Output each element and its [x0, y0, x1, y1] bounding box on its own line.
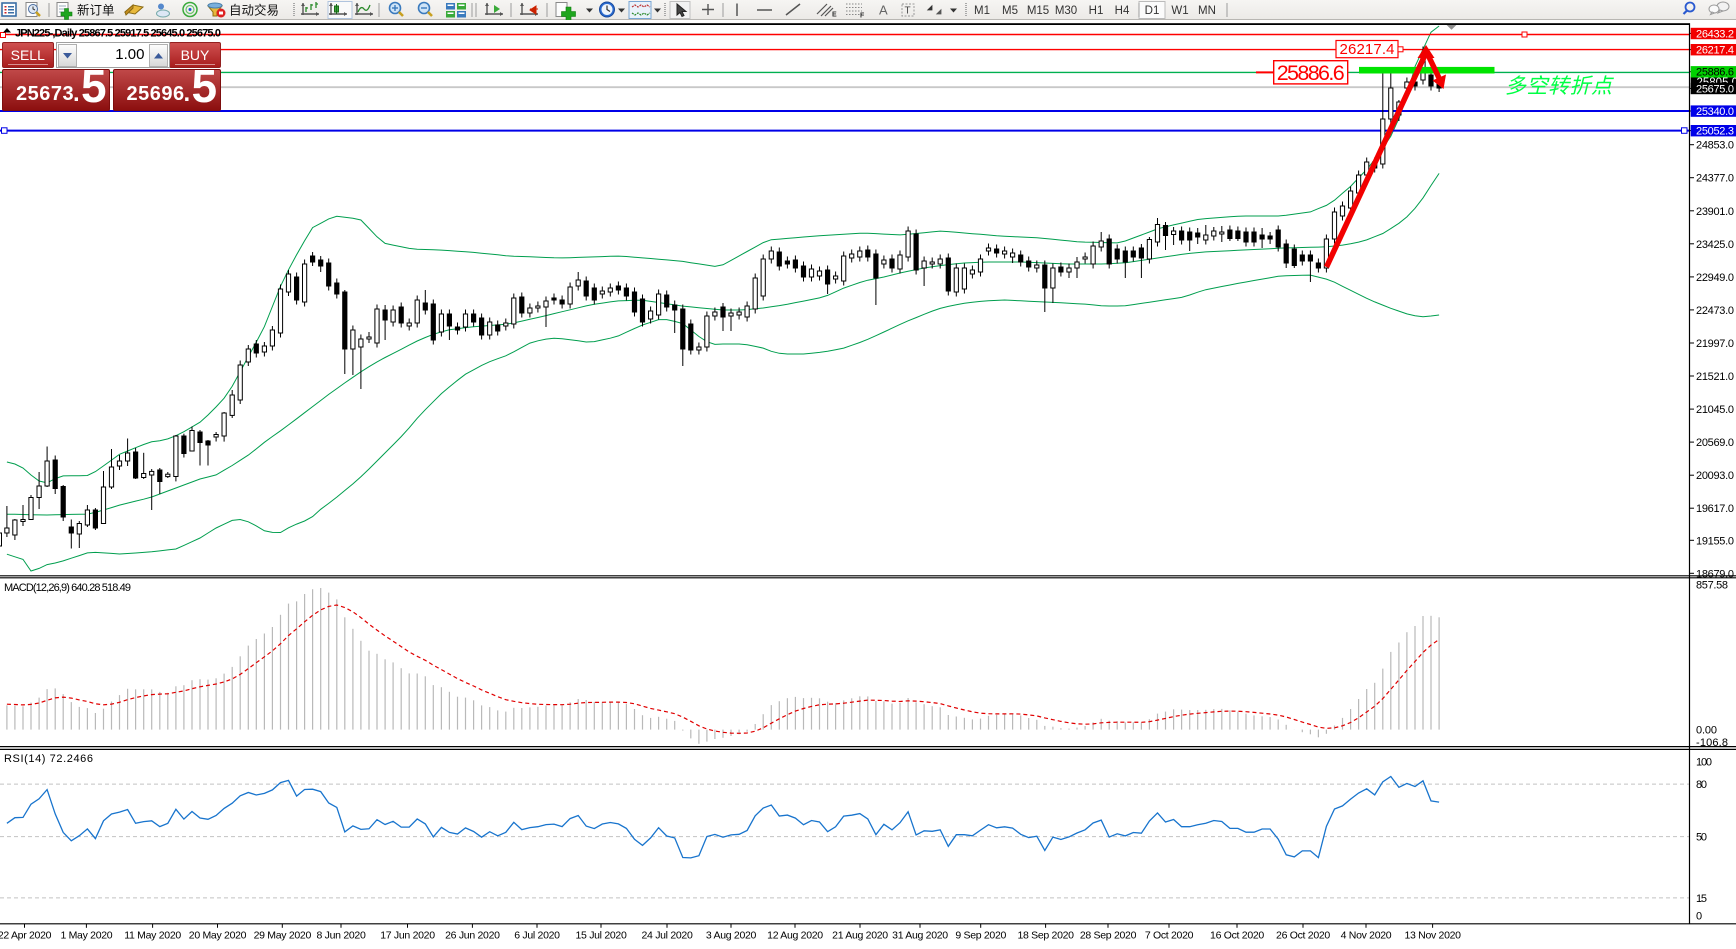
svg-text:19617.0: 19617.0 — [1696, 503, 1734, 515]
svg-text:16 Oct 2020: 16 Oct 2020 — [1210, 929, 1264, 941]
svg-text:21 Aug 2020: 21 Aug 2020 — [832, 929, 888, 941]
svg-text:15: 15 — [1696, 893, 1707, 905]
svg-text:23425.0: 23425.0 — [1696, 239, 1734, 251]
svg-text:20569.0: 20569.0 — [1696, 437, 1734, 449]
svg-text:M30: M30 — [1055, 5, 1077, 17]
svg-text:13 Nov 2020: 13 Nov 2020 — [1404, 929, 1461, 941]
svg-text:24853.0: 24853.0 — [1696, 140, 1734, 152]
svg-text:21045.0: 21045.0 — [1696, 404, 1734, 416]
svg-text:RSI(14) 72.2466: RSI(14) 72.2466 — [4, 753, 93, 765]
svg-text:28 Sep 2020: 28 Sep 2020 — [1080, 929, 1137, 941]
svg-text:M15: M15 — [1027, 5, 1049, 17]
svg-text:0.00: 0.00 — [1696, 725, 1717, 737]
svg-text:25052.3: 25052.3 — [1696, 126, 1734, 138]
svg-text:22949.0: 22949.0 — [1696, 272, 1734, 284]
svg-text:H1: H1 — [1089, 5, 1104, 17]
svg-text:-106.8: -106.8 — [1696, 737, 1728, 749]
svg-text:M5: M5 — [1002, 5, 1018, 17]
svg-text:W1: W1 — [1171, 5, 1188, 17]
svg-text:29 May 2020: 29 May 2020 — [254, 929, 312, 941]
svg-text:T: T — [905, 6, 911, 17]
svg-text:22473.0: 22473.0 — [1696, 305, 1734, 317]
svg-text:6 Jul 2020: 6 Jul 2020 — [514, 929, 560, 941]
svg-text:17 Jun 2020: 17 Jun 2020 — [380, 929, 435, 941]
svg-text:D1: D1 — [1145, 5, 1160, 17]
svg-text:11 May 2020: 11 May 2020 — [124, 929, 181, 941]
svg-text:100: 100 — [1696, 757, 1712, 769]
svg-text:23901.0: 23901.0 — [1696, 206, 1734, 218]
svg-text:4 Nov 2020: 4 Nov 2020 — [1341, 929, 1392, 941]
svg-text:0: 0 — [1696, 911, 1702, 923]
svg-text:21997.0: 21997.0 — [1696, 338, 1734, 350]
svg-text:20093.0: 20093.0 — [1696, 470, 1734, 482]
svg-text:26433.2: 26433.2 — [1696, 28, 1734, 40]
svg-text:多空转折点: 多空转折点 — [1505, 75, 1614, 98]
svg-text:21521.0: 21521.0 — [1696, 371, 1734, 383]
svg-text:19155.0: 19155.0 — [1696, 535, 1734, 547]
svg-text:20 May 2020: 20 May 2020 — [189, 929, 247, 941]
svg-text:MN: MN — [1198, 5, 1216, 17]
svg-text:18679.0: 18679.0 — [1696, 568, 1734, 580]
svg-text:9 Sep 2020: 9 Sep 2020 — [955, 929, 1006, 941]
svg-text:7 Oct 2020: 7 Oct 2020 — [1145, 929, 1194, 941]
svg-text:24377.0: 24377.0 — [1696, 173, 1734, 185]
svg-text:12 Aug 2020: 12 Aug 2020 — [767, 929, 823, 941]
svg-text:新订单: 新订单 — [77, 3, 115, 18]
svg-text:18 Sep 2020: 18 Sep 2020 — [1017, 929, 1074, 941]
svg-text:A: A — [879, 3, 888, 18]
svg-text:26217.4: 26217.4 — [1696, 45, 1734, 57]
svg-text:80: 80 — [1696, 779, 1707, 791]
svg-text:26 Oct 2020: 26 Oct 2020 — [1276, 929, 1330, 941]
svg-text:25886.6: 25886.6 — [1277, 61, 1345, 85]
svg-text:MACD(12,26,9) 640.28 518.49: MACD(12,26,9) 640.28 518.49 — [4, 582, 131, 594]
svg-text:8 Jun 2020: 8 Jun 2020 — [317, 929, 366, 941]
svg-text:25886.6: 25886.6 — [1696, 67, 1734, 79]
svg-text:15 Jul 2020: 15 Jul 2020 — [576, 929, 627, 941]
svg-text:50: 50 — [1696, 832, 1707, 844]
svg-text:26217.4: 26217.4 — [1340, 41, 1395, 58]
svg-text:24 Jul 2020: 24 Jul 2020 — [642, 929, 693, 941]
svg-text:857.58: 857.58 — [1696, 580, 1728, 592]
svg-text:31 Aug 2020: 31 Aug 2020 — [892, 929, 948, 941]
svg-text:26 Jun 2020: 26 Jun 2020 — [445, 929, 500, 941]
svg-text:M1: M1 — [974, 5, 990, 17]
svg-text:H4: H4 — [1115, 5, 1130, 17]
svg-text:25340.0: 25340.0 — [1696, 106, 1734, 118]
svg-text:25675.0: 25675.0 — [1696, 83, 1734, 95]
svg-text:自动交易: 自动交易 — [229, 3, 279, 18]
svg-text:E: E — [832, 12, 837, 19]
svg-text:F: F — [860, 13, 865, 20]
svg-text:1 May 2020: 1 May 2020 — [60, 929, 112, 941]
svg-text:JPN225-,Daily 25867.5 25917.5: JPN225-,Daily 25867.5 25917.5 25645.0 25… — [15, 28, 221, 40]
svg-text:3 Aug 2020: 3 Aug 2020 — [706, 929, 757, 941]
svg-text:22 Apr 2020: 22 Apr 2020 — [0, 929, 52, 941]
